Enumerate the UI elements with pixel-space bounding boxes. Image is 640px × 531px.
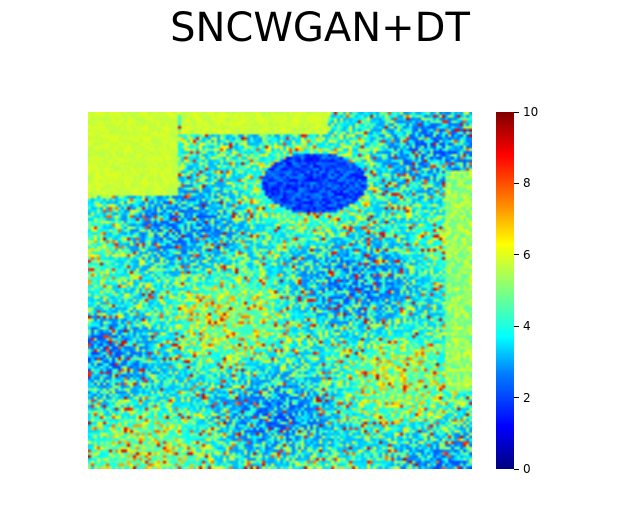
heatmap-image — [88, 112, 472, 469]
colorbar — [496, 112, 514, 469]
colorbar-tick — [514, 254, 519, 256]
colorbar-tick — [514, 182, 519, 184]
colorbar-tick — [514, 397, 519, 399]
colorbar-tick-label: 2 — [523, 390, 531, 405]
colorbar-tick — [514, 468, 519, 470]
colorbar-tick-label: 8 — [523, 176, 531, 191]
colorbar-tick — [514, 325, 519, 327]
colorbar-tick-label: 0 — [523, 462, 531, 476]
chart-title: SNCWGAN+DT — [170, 5, 470, 51]
colorbar-tick-label: 6 — [523, 247, 531, 262]
colorbar-tick — [514, 111, 519, 113]
colorbar-tick-label: 4 — [523, 319, 531, 334]
colorbar-tick-label: 10 — [523, 105, 539, 119]
